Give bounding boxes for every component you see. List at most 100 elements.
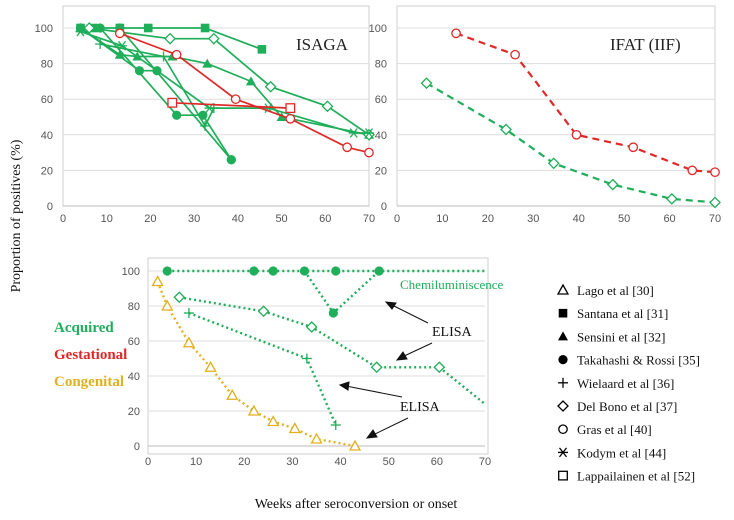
legend-item: Del Bono et al [37] (557, 399, 677, 414)
data-point (364, 128, 374, 138)
data-point (268, 266, 278, 276)
legend-label: Sensini et al [32] (577, 329, 665, 344)
data-point (606, 178, 619, 191)
x-tick-label: 40 (334, 456, 346, 468)
data-point (143, 23, 153, 33)
data-point (95, 23, 105, 33)
y-tick-label: 80 (41, 59, 53, 71)
x-tick-label: 50 (275, 213, 287, 225)
isaga-title: ISAGA (296, 35, 349, 54)
data-point (182, 336, 196, 348)
data-point (226, 155, 236, 165)
data-point (114, 28, 125, 39)
x-tick-label: 70 (363, 213, 375, 225)
data-point (710, 167, 720, 178)
series-del-bono-et-al-37 (420, 77, 721, 209)
x-tick-label: 30 (188, 213, 200, 225)
series-line (179, 296, 486, 405)
legend-item: Lappailainen et al [52] (558, 469, 695, 484)
series-line (455, 32, 716, 174)
x-tick-label: 20 (144, 213, 156, 225)
x-tick-label: 30 (286, 456, 298, 468)
data-point (299, 266, 310, 276)
series-line (89, 27, 370, 136)
data-point (171, 49, 182, 60)
other-panel: 0 10 20 30 40 50 60 70 0 20 40 60 80 100 (122, 266, 491, 468)
data-point (230, 94, 241, 105)
x-tick-label: 60 (431, 456, 443, 468)
series-line (119, 27, 232, 161)
data-point (83, 22, 96, 34)
legend-marker-icon (557, 400, 569, 412)
x-tick-label: 10 (436, 213, 448, 225)
arrow-to-chemiluminiscence-dip (391, 304, 429, 324)
x-tick-label: 0 (145, 456, 151, 468)
chemiluminiscence-label: Chemiluminiscence (400, 277, 503, 292)
series-gras-et-al-40 (451, 28, 720, 178)
data-point (117, 40, 128, 51)
x-tick-label: 50 (383, 456, 395, 468)
legend-item: Sensini et al [32] (558, 329, 665, 344)
y-tick-label: 0 (47, 201, 53, 213)
y-tick-label: 100 (122, 266, 140, 278)
data-point (257, 305, 270, 318)
series-del-bono-et-al-37-elisa (173, 291, 486, 405)
marker-legend: Lago et al [30] Santana et al [31] Sensini… (556, 283, 700, 484)
data-point (310, 432, 323, 444)
data-point (370, 361, 383, 374)
data-point (628, 142, 639, 153)
data-point (161, 299, 174, 311)
y-tick-label: 40 (128, 371, 140, 383)
data-point (364, 147, 374, 158)
data-point (285, 103, 296, 114)
x-tick-label: 10 (101, 213, 113, 225)
legend-label: Del Bono et al [37] (577, 399, 677, 414)
legend-marker-icon (558, 331, 568, 341)
legend-congenital: Congenital (54, 374, 124, 390)
data-point (305, 321, 318, 333)
data-point (547, 157, 560, 170)
legend-label: Lappailainen et al [52] (577, 469, 695, 484)
annotation-arrows (338, 301, 433, 439)
legend-item: Santana et al [31] (558, 306, 668, 321)
data-point (331, 266, 341, 276)
x-tick-label: 60 (319, 213, 331, 225)
data-point (167, 97, 178, 108)
y-tick-label: 20 (41, 165, 53, 177)
series-line (156, 281, 356, 448)
series-wielaard-et-al-36-elisa (183, 308, 341, 430)
x-tick-label: 50 (618, 213, 630, 225)
data-point (202, 58, 213, 68)
data-point (451, 28, 461, 39)
series-line (303, 270, 380, 315)
legend-item: Gras et al [40] (558, 422, 652, 437)
ifat-panel: 0 10 20 30 40 50 60 70 0 20 40 60 80 100 (369, 23, 721, 225)
legend-marker-icon (558, 424, 568, 435)
y-tick-label: 60 (41, 94, 53, 106)
data-point (348, 439, 362, 451)
legend-marker-icon (556, 283, 570, 295)
data-point (172, 110, 182, 120)
legend-marker-icon (558, 470, 568, 481)
data-point (709, 196, 721, 209)
y-tick-label: 100 (369, 23, 387, 35)
legend-item: Kodym et al [44] (558, 445, 666, 460)
x-tick-label: 20 (238, 456, 250, 468)
x-tick-label: 70 (709, 213, 721, 225)
other-panel-frame (147, 257, 489, 455)
data-point (162, 266, 172, 276)
data-point (433, 361, 446, 374)
data-point (665, 192, 678, 205)
ifat-title: IFAT (IIF) (610, 35, 681, 54)
elisa-label-lower: ELISA (400, 400, 441, 415)
data-point (500, 123, 512, 136)
y-tick-label: 60 (375, 94, 387, 106)
data-point (151, 275, 164, 287)
data-point (267, 415, 280, 427)
data-point (249, 266, 259, 276)
legend-marker-icon (558, 355, 568, 365)
series-line (425, 82, 716, 204)
arrowhead (338, 381, 350, 391)
data-point (183, 308, 194, 318)
x-axis-label: Weeks after seroconversion or onset (255, 497, 458, 512)
